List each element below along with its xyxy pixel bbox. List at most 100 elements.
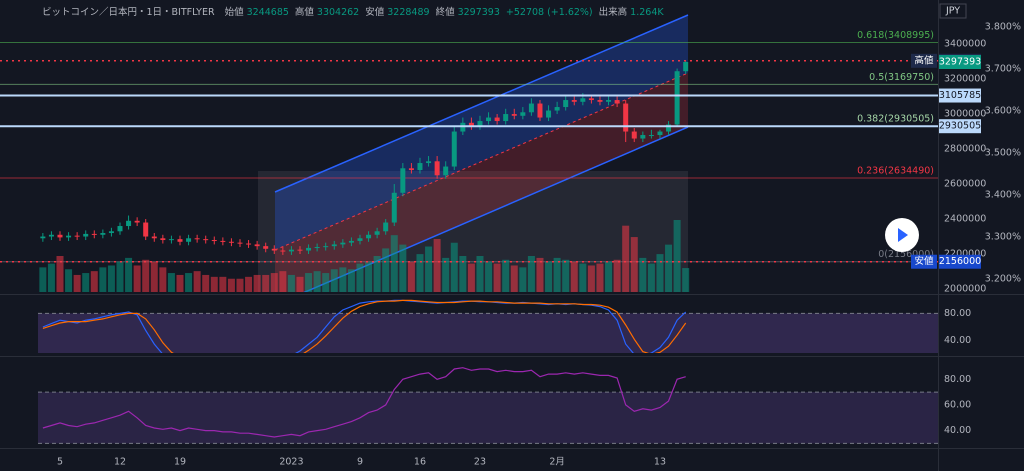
volume-bar <box>459 256 467 292</box>
candle-body <box>657 131 663 136</box>
x-tick-label: 19 <box>174 457 186 468</box>
y2-tick-label: 3.300% <box>985 231 1021 242</box>
volume-bar <box>82 273 90 292</box>
volume-bar <box>56 256 64 292</box>
volume-value: 1.264K <box>630 7 664 18</box>
candle-body <box>400 168 406 193</box>
candle-body <box>91 233 97 235</box>
volume-bar <box>142 259 150 292</box>
volume-bar <box>510 265 518 292</box>
volume-bar <box>605 261 613 292</box>
candle-body <box>280 250 286 252</box>
candle-body <box>66 235 72 238</box>
rsi-tick-label: 60.00 <box>944 399 971 410</box>
price-tag-label-box <box>911 254 937 269</box>
candle-body <box>606 100 612 102</box>
candle-body <box>314 247 320 249</box>
volume-bar <box>176 274 184 292</box>
candle-body <box>211 240 217 242</box>
candle-body <box>683 62 689 72</box>
candle-body <box>340 242 346 245</box>
y2-tick-label: 3.400% <box>985 189 1021 200</box>
volume-bar <box>665 244 673 292</box>
candle-body <box>580 98 586 102</box>
volume-bar <box>150 261 158 292</box>
volume-bar <box>313 271 321 292</box>
candle-body <box>40 236 46 239</box>
volume-bar <box>227 278 235 292</box>
volume-bar <box>167 273 175 292</box>
high-value: 3304262 <box>317 7 359 18</box>
high-label: 高値 <box>295 6 315 18</box>
volume-bar <box>553 257 561 292</box>
volume-bar <box>339 267 347 292</box>
candle-body <box>443 166 449 176</box>
rsi-band <box>38 392 938 444</box>
low-label: 安値 <box>365 6 385 18</box>
candle-body <box>417 163 423 171</box>
y-tick-label: 3400000 <box>944 39 986 50</box>
candle-body <box>520 112 526 116</box>
price-tag <box>939 55 981 70</box>
volume-bar <box>125 257 133 292</box>
candle-body <box>246 243 252 245</box>
volume-bar <box>613 259 621 292</box>
candle-body <box>468 122 474 127</box>
candle-body <box>297 249 303 251</box>
volume-bar <box>399 244 407 292</box>
play-icon <box>898 228 908 242</box>
candle-body <box>563 100 569 108</box>
price-tag-label-box <box>911 53 937 68</box>
candle-body <box>271 248 277 251</box>
volume-bar <box>596 263 604 292</box>
volume-bar <box>493 263 501 292</box>
volume-bar <box>630 237 638 292</box>
candle-body <box>134 220 140 223</box>
stoch-band <box>38 313 938 353</box>
candle-body <box>554 107 560 111</box>
y2-tick-label: 3.600% <box>985 105 1021 116</box>
candle-body <box>74 235 80 237</box>
x-tick-label: 23 <box>474 457 486 468</box>
candle-body <box>426 161 432 164</box>
volume-bar <box>570 261 578 292</box>
candle-body <box>357 238 363 241</box>
volume-bar <box>322 273 330 292</box>
stoch-pane <box>38 299 938 353</box>
price-tag <box>939 254 981 269</box>
volume-bar <box>502 259 510 292</box>
candle-body <box>306 247 312 251</box>
x-tick-label: 12 <box>114 457 126 468</box>
candle-body <box>48 234 54 237</box>
candle-body <box>108 231 114 234</box>
candle-body <box>151 236 157 239</box>
candle-body <box>288 249 294 252</box>
currency[interactable]: JPY <box>945 6 960 17</box>
y-tick-label: 2800000 <box>944 144 986 155</box>
candle-body <box>237 242 243 244</box>
currency-box <box>939 3 967 19</box>
rsi-tick-label: 40.00 <box>944 425 971 436</box>
volume-bar <box>133 265 141 292</box>
volume-bar <box>356 263 364 292</box>
candle-body <box>666 124 672 132</box>
volume-bar <box>39 267 47 292</box>
price-tag-value: 3105785 <box>939 90 981 101</box>
volume-bar <box>116 261 124 292</box>
candle-body <box>477 121 483 127</box>
close-value: 3297393 <box>458 7 500 18</box>
x-tick-label: 16 <box>414 457 426 468</box>
price-tag-label: 高値 <box>914 54 934 66</box>
volume-bar <box>185 273 193 292</box>
candle-body <box>117 226 123 232</box>
fib-label: 0(2156000) <box>878 249 934 260</box>
candle-body <box>100 233 106 235</box>
candle-body <box>528 103 534 113</box>
candle-body <box>168 239 174 241</box>
fib-label: 0.5(3169750) <box>869 72 934 83</box>
volume-bar <box>442 257 450 292</box>
volume-bar <box>47 263 55 292</box>
x-tick-label: 13 <box>654 457 666 468</box>
fib-label: 0.618(3408995) <box>857 30 934 41</box>
channel-lower <box>275 73 688 292</box>
